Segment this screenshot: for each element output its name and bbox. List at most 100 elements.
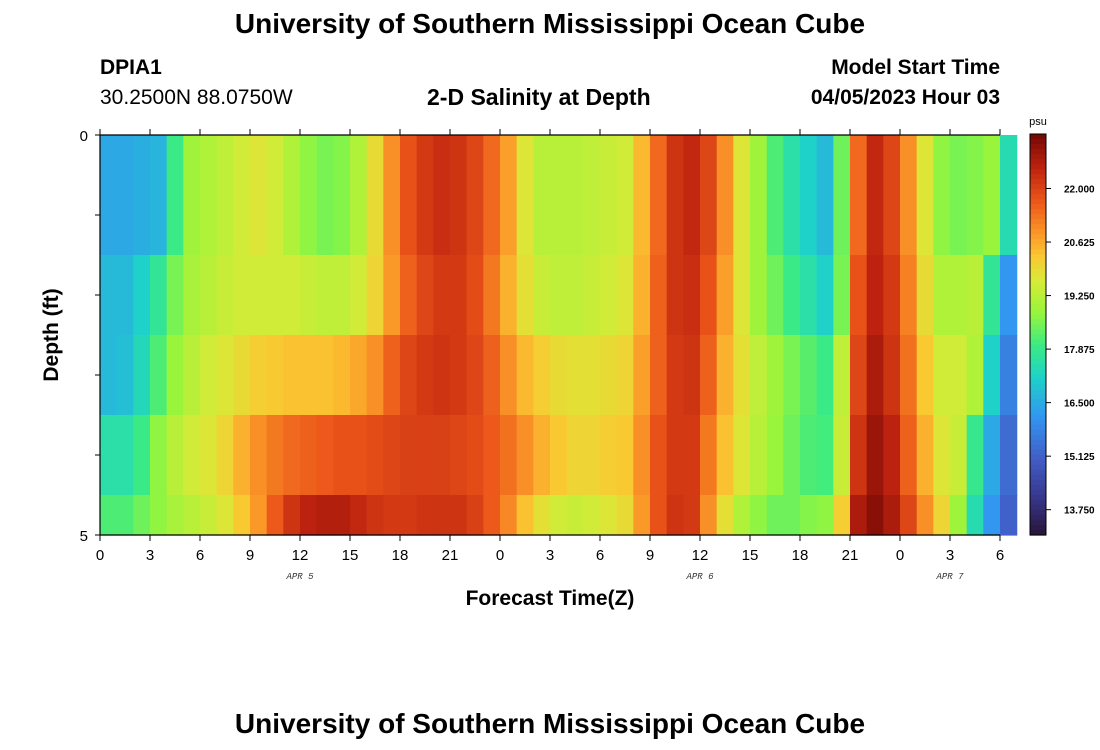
heatmap-cell	[800, 495, 818, 536]
heatmap-cell	[116, 335, 134, 416]
heatmap-cell	[783, 175, 801, 256]
colorbar-segment	[1030, 494, 1046, 501]
heatmap-cell	[750, 335, 768, 416]
heatmap-cell	[433, 415, 451, 496]
heatmap-cell	[833, 335, 851, 416]
heatmap-cell	[133, 335, 151, 416]
heatmap-cell	[516, 335, 534, 416]
heatmap-cell	[233, 255, 251, 336]
heatmap-cell	[983, 135, 1001, 176]
heatmap-cell	[416, 175, 434, 256]
heatmap-cell	[516, 495, 534, 536]
heatmap-cell	[533, 175, 551, 256]
colorbar-segment	[1030, 219, 1046, 225]
heatmap-cell	[400, 415, 418, 496]
heatmap-cell	[433, 495, 451, 536]
heatmap-cell	[683, 415, 701, 496]
heatmap-cell	[250, 495, 268, 536]
heatmap-cell	[433, 255, 451, 336]
heatmap-cell	[900, 415, 918, 496]
colorbar-segment	[1030, 469, 1046, 476]
x-tick-label: 9	[646, 547, 654, 564]
heatmap-cell	[833, 495, 851, 536]
colorbar-segment	[1030, 239, 1046, 245]
page-title: University of Southern Mississippi Ocean…	[234, 8, 866, 39]
colorbar-segment	[1030, 404, 1046, 411]
colorbar-tick-label: 13.750	[1064, 506, 1095, 517]
heatmap-cell	[200, 135, 218, 176]
heatmap-cell	[933, 175, 951, 256]
colorbar-segment	[1030, 174, 1046, 180]
heatmap-cell	[666, 255, 684, 336]
heatmap-cell	[433, 175, 451, 256]
heatmap-cell	[933, 415, 951, 496]
heatmap-cell	[466, 175, 484, 256]
heatmap-cell	[316, 135, 334, 176]
heatmap-cell	[266, 495, 284, 536]
heatmap-cell	[250, 175, 268, 256]
heatmap-cell	[916, 175, 934, 256]
heatmap-cell	[816, 135, 834, 176]
heatmap-cell	[716, 135, 734, 176]
heatmap-cell	[666, 495, 684, 536]
heatmap-cell	[133, 255, 151, 336]
heatmap-cell	[550, 135, 568, 176]
heatmap-cell	[883, 135, 901, 176]
colorbar-segment	[1030, 424, 1046, 431]
heatmap-cell	[933, 135, 951, 176]
heatmap-cell	[233, 135, 251, 176]
heatmap-cell	[766, 255, 784, 336]
heatmap-cell	[266, 135, 284, 176]
heatmap-cell	[583, 135, 601, 176]
heatmap-cell	[283, 175, 301, 256]
heatmap-cell	[800, 255, 818, 336]
heatmap-cell	[816, 255, 834, 336]
colorbar-segment	[1030, 309, 1046, 316]
heatmap-cell	[400, 495, 418, 536]
heatmap-cell	[333, 135, 351, 176]
colorbar-segment	[1030, 464, 1046, 471]
heatmap-cell	[766, 415, 784, 496]
heatmap-cell	[416, 255, 434, 336]
heatmap-cell	[150, 135, 168, 176]
x-tick-label: 0	[96, 547, 104, 564]
model-start-label: Model Start Time	[831, 56, 1000, 79]
heatmap-cell	[583, 495, 601, 536]
heatmap-cell	[116, 415, 134, 496]
heatmap-cell	[683, 135, 701, 176]
heatmap-cell	[733, 495, 751, 536]
heatmap-cell	[200, 255, 218, 336]
colorbar-segment	[1030, 319, 1046, 326]
heatmap-cell	[700, 415, 718, 496]
heatmap-cell	[466, 415, 484, 496]
heatmap-cell	[933, 495, 951, 536]
heatmap-cell	[950, 415, 968, 496]
heatmap-cell	[283, 335, 301, 416]
colorbar-segment	[1030, 199, 1046, 205]
colorbar-segment	[1030, 134, 1046, 140]
colorbar-segment	[1030, 489, 1046, 496]
heatmap-cell	[850, 255, 868, 336]
colorbar-segment	[1030, 269, 1046, 275]
heatmap-cell	[150, 255, 168, 336]
heatmap-cell	[166, 135, 184, 176]
heatmap-cell	[533, 415, 551, 496]
heatmap-cell	[933, 335, 951, 416]
heatmap-cell	[150, 495, 168, 536]
heatmap-cell	[733, 415, 751, 496]
heatmap-cell	[150, 335, 168, 416]
colorbar-segment	[1030, 154, 1046, 160]
heatmap-cell	[716, 335, 734, 416]
heatmap-cell	[700, 495, 718, 536]
heatmap-cell	[200, 175, 218, 256]
heatmap-cell	[350, 175, 368, 256]
heatmap-cells	[100, 135, 1018, 536]
heatmap-cell	[500, 415, 518, 496]
heatmap-cell	[883, 255, 901, 336]
heatmap-cell	[133, 495, 151, 536]
heatmap-cell	[650, 335, 668, 416]
colorbar-segment	[1030, 289, 1046, 295]
heatmap-cell	[566, 175, 584, 256]
heatmap-cell	[1000, 175, 1018, 256]
x-tick-label: 0	[496, 547, 504, 564]
